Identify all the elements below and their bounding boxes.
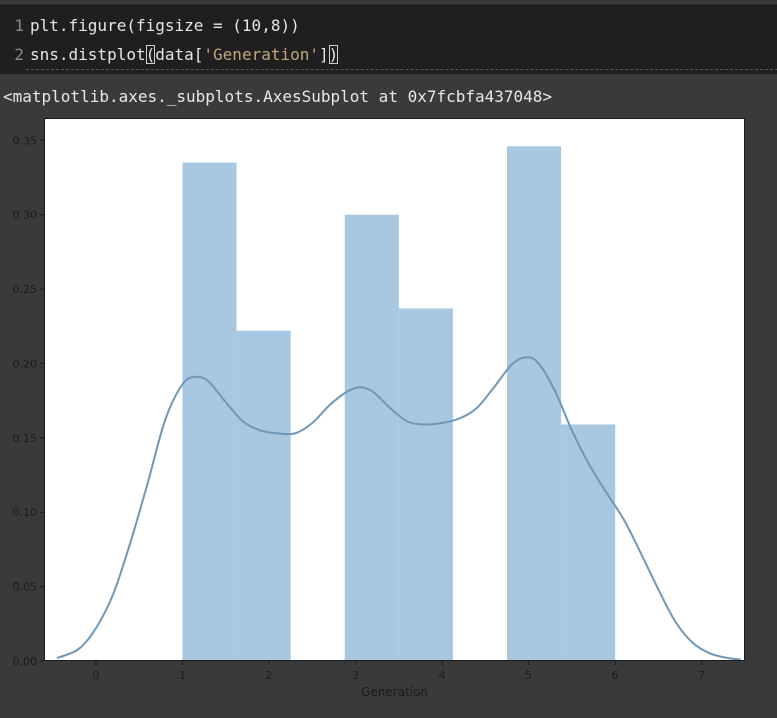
code-line-2[interactable]: 2 sns.distplot(data['Generation']) <box>0 44 777 70</box>
x-tick-label: 7 <box>698 669 705 682</box>
x-tick-label: 2 <box>266 669 273 682</box>
y-tick-label: 0.05 <box>13 581 38 594</box>
x-tick-label: 5 <box>525 669 532 682</box>
histogram-bars <box>182 146 616 662</box>
distplot-chart: 0.00 0.05 0.10 0.15 0.20 0.25 0.30 0.35 0 1 2 3 4 5 6… <box>13 118 745 699</box>
code-line-1[interactable]: 1 plt.figure(figsize = (10,8)) <box>0 15 300 37</box>
code-text: data[ <box>155 45 204 64</box>
y-tick-label: 0.35 <box>13 134 38 147</box>
code-text: sns.distplot <box>30 45 146 64</box>
x-axis: 0 1 2 3 4 5 6 7 <box>92 661 705 682</box>
histogram-bar <box>236 330 291 661</box>
matched-bracket-close: ) <box>328 45 339 64</box>
plot-frame <box>44 118 745 661</box>
kde-line <box>56 356 741 661</box>
y-axis: 0.00 0.05 0.10 0.15 0.20 0.25 0.30 0.35 <box>13 134 44 668</box>
y-tick-label: 0.10 <box>13 506 38 519</box>
histogram-bar <box>561 424 616 661</box>
histogram-bar <box>507 146 562 661</box>
x-tick-label: 4 <box>439 669 446 682</box>
histogram-bar <box>344 214 399 661</box>
x-tick-label: 3 <box>352 669 359 682</box>
line-number: 2 <box>14 45 24 64</box>
code-text: plt.figure(figsize = (10,8)) <box>30 16 300 35</box>
y-tick-label: 0.30 <box>13 209 38 222</box>
matched-bracket-open: ( <box>145 45 156 64</box>
code-text: ] <box>319 45 329 64</box>
y-tick-label: 0.20 <box>13 357 38 370</box>
line-number: 1 <box>14 16 24 35</box>
x-tick-label: 0 <box>92 669 99 682</box>
code-string: 'Generation' <box>203 45 319 64</box>
y-tick-label: 0.00 <box>13 655 38 668</box>
cell-output-text: <matplotlib.axes._subplots.AxesSubplot a… <box>3 87 553 106</box>
x-axis-label: Generation <box>361 685 428 699</box>
x-tick-label: 1 <box>179 669 186 682</box>
histogram-bar <box>398 308 453 661</box>
y-tick-label: 0.25 <box>13 283 38 296</box>
code-cell[interactable]: 1 plt.figure(figsize = (10,8)) 2 sns.distp… <box>0 4 777 74</box>
histogram-bar <box>182 162 237 662</box>
x-tick-label: 6 <box>612 669 619 682</box>
y-tick-label: 0.15 <box>13 432 38 445</box>
